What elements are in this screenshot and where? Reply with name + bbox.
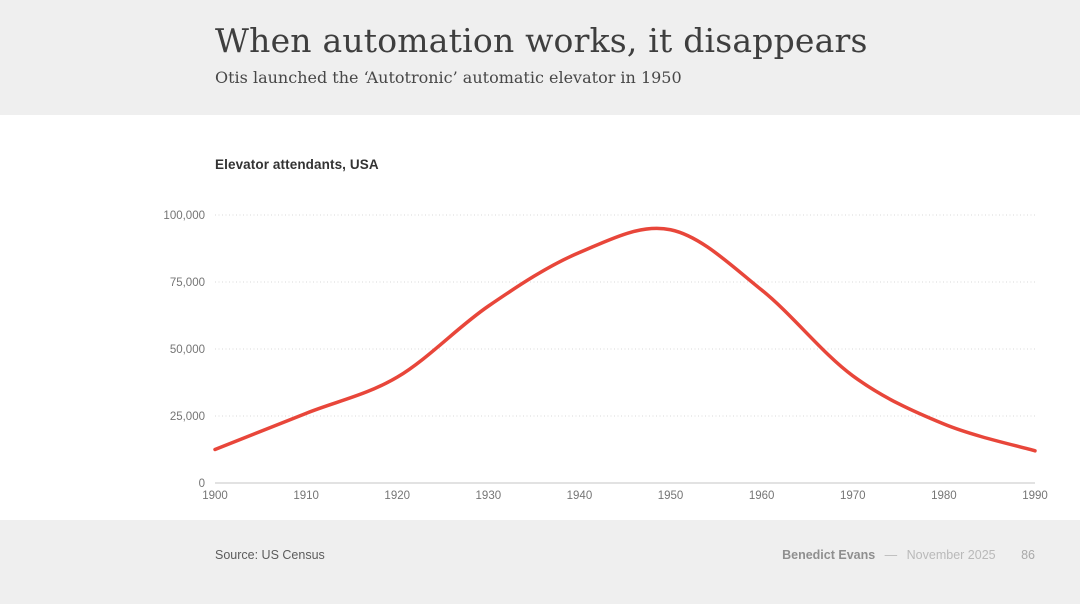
data-series-line: [213, 226, 1037, 453]
slide-title: When automation works, it disappears: [215, 21, 868, 60]
y-tick-label: 50,000: [170, 344, 205, 356]
line-chart: 0 25,000 50,000 75,000 100,000 1900 1910 1920 19…: [163, 210, 1048, 502]
y-tick-label: 0: [199, 478, 205, 490]
slide-date: November 2025: [906, 548, 996, 562]
x-tick-label: 1950: [658, 490, 684, 502]
y-tick-label: 100,000: [163, 210, 205, 222]
x-tick-label: 1920: [384, 490, 410, 502]
author-name: Benedict Evans: [782, 548, 876, 562]
y-tick-label: 25,000: [170, 411, 205, 423]
x-tick-label: 1940: [567, 490, 593, 502]
header-band: [0, 0, 1080, 115]
x-tick-label: 1930: [476, 490, 502, 502]
x-tick-label: 1910: [293, 490, 319, 502]
x-tick-label: 1970: [840, 490, 866, 502]
y-tick-label: 75,000: [170, 277, 205, 289]
x-tick-label: 1960: [749, 490, 775, 502]
chart-title: Elevator attendants, USA: [215, 157, 379, 172]
credit-separator: —: [884, 548, 898, 562]
source-note: Source: US Census: [215, 548, 325, 562]
page-number: 86: [1021, 548, 1035, 562]
footer-band: [0, 520, 1080, 604]
x-tick-label: 1980: [931, 490, 957, 502]
slide-subtitle: Otis launched the ‘Autotronic’ automatic…: [215, 68, 682, 87]
x-tick-label: 1900: [202, 490, 228, 502]
x-tick-label: 1990: [1022, 490, 1048, 502]
footer-credit: Benedict Evans — November 2025 86: [782, 548, 1035, 562]
